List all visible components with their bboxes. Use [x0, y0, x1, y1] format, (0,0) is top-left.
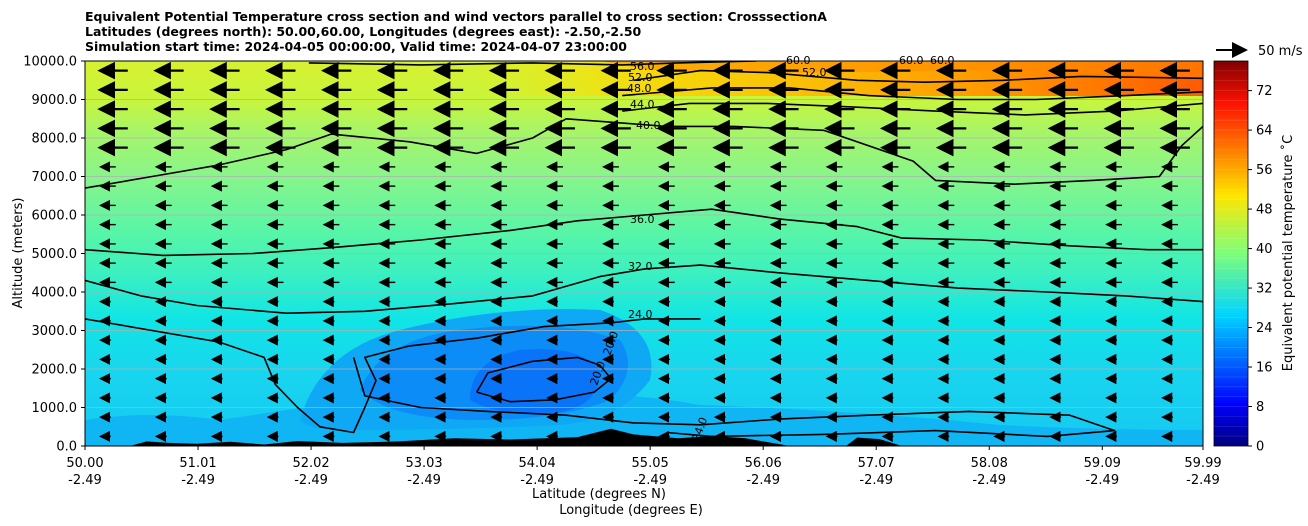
- contour-label: 32.0: [628, 260, 653, 273]
- wind-vectors: [97, 61, 1190, 442]
- contour-lines: [85, 61, 1203, 438]
- contour-label: 24.0: [628, 308, 653, 321]
- x-tick-label-latitude: 50.00: [66, 456, 103, 471]
- contour-line-24: [85, 318, 701, 434]
- x-tick-label-latitude: 57.07: [858, 456, 895, 471]
- y-tick-label: 0.0: [56, 440, 77, 455]
- x-tick-label-longitude: -2.49: [294, 473, 328, 488]
- x-tick-label-latitude: 58.08: [971, 456, 1008, 471]
- y-tick-label: 4000.0: [32, 286, 78, 301]
- x-tick-label-latitude: 59.09: [1084, 456, 1121, 471]
- x-tick-label-longitude: -2.49: [68, 473, 102, 488]
- title-line-2: Latitudes (degrees north): 50.00,60.00, …: [85, 24, 642, 39]
- x-tick-label-longitude: -2.49: [972, 473, 1006, 488]
- x-tick-label-latitude: 52.02: [292, 456, 329, 471]
- colorbar-tick-label: 72: [1256, 84, 1273, 99]
- contour-label: 48.0: [627, 82, 652, 95]
- y-tick-label: 9000.0: [32, 93, 78, 108]
- contour-line-32: [85, 264, 1203, 314]
- contour-label: 52.0: [628, 71, 653, 84]
- y-axis-label: Altitude (meters): [11, 198, 26, 309]
- contour-label: 40.0: [636, 119, 661, 132]
- colorbar-ticks: 0 8 16 24 32 40 48 56 64 72: [1248, 84, 1273, 455]
- y-tick-label: 10000.0: [23, 55, 77, 70]
- x-tick-label-latitude: 54.04: [519, 456, 556, 471]
- colorbar-gradient: [1214, 61, 1248, 446]
- y-tick-label: 8000.0: [32, 132, 78, 147]
- colorbar: 0 8 16 24 32 40 48 56 64 72 Equivalent potential …: [1213, 60, 1296, 455]
- x-axis: 50.00 -2.49 51.01 -2.49 52.02 -2.49 53.03 -2.49…: [66, 446, 1222, 488]
- colorbar-bands: [1214, 70, 1248, 437]
- contour-line-20: [476, 356, 612, 403]
- x-tick-label-longitude: -2.49: [181, 473, 215, 488]
- colorbar-tick-label: 8: [1256, 400, 1264, 415]
- plot-area: 56.0 52.0 48.0 44.0 40.0 36.0 32.0 24.0 …: [84, 54, 1204, 447]
- colorbar-frame: [1213, 60, 1249, 447]
- colorbar-tick-label: 0: [1256, 440, 1264, 455]
- x-tick-label-longitude: -2.49: [407, 473, 441, 488]
- contour-line-56: [308, 61, 757, 66]
- x-tick-label-longitude: -2.49: [859, 473, 893, 488]
- colorbar-tick-label: 56: [1256, 163, 1273, 178]
- colorbar-tick-label: 24: [1256, 321, 1273, 336]
- x-tick-label-longitude: -2.49: [1085, 473, 1119, 488]
- wind-reference-key: 50 m/s: [1216, 42, 1303, 59]
- contour-label: 56.0: [630, 60, 655, 73]
- wind-reference-label: 50 m/s: [1258, 44, 1303, 59]
- terrain: [129, 428, 936, 446]
- x-axis-label-latitude: Latitude (degrees N): [532, 487, 666, 502]
- x-tick-label-latitude: 55.05: [632, 456, 669, 471]
- title-line-3: Simulation start time: 2024-04-05 00:00:…: [85, 39, 627, 54]
- contour-label: 44.0: [630, 98, 655, 111]
- x-tick-label-longitude: -2.49: [746, 473, 780, 488]
- x-tick-label-longitude: -2.49: [633, 473, 667, 488]
- x-axis-label-longitude: Longitude (degrees E): [559, 503, 703, 518]
- contour-line-36: [85, 208, 1203, 257]
- x-tick-label-longitude: -2.49: [520, 473, 554, 488]
- colorbar-tick-label: 32: [1256, 282, 1273, 297]
- x-tick-label-latitude: 59.99: [1184, 456, 1221, 471]
- y-tick-label: 5000.0: [32, 247, 78, 262]
- x-tick-label-latitude: 51.01: [179, 456, 216, 471]
- contour-label: 52.0: [802, 66, 827, 79]
- colorbar-tick-label: 40: [1256, 242, 1273, 257]
- grid-lines: [85, 99, 1203, 408]
- x-tick-label-latitude: 56.06: [745, 456, 782, 471]
- y-tick-label: 2000.0: [32, 363, 78, 378]
- colorbar-label: Equivalent potential temperature ˚C: [1280, 135, 1296, 371]
- contour-label: 36.0: [630, 213, 655, 226]
- contour-line-24: [352, 357, 1116, 438]
- terrain-silhouette: [129, 428, 936, 446]
- colorbar-tick-label: 16: [1256, 361, 1273, 376]
- y-tick-label: 6000.0: [32, 209, 78, 224]
- colorbar-tick-label: 64: [1256, 124, 1273, 139]
- x-tick-label-longitude: -2.49: [1186, 473, 1220, 488]
- x-tick-label-latitude: 53.03: [405, 456, 442, 471]
- y-axis: 0.0 1000.0 2000.0 3000.0 4000.0 5000.0 6000.0 7…: [23, 55, 85, 455]
- y-tick-label: 7000.0: [32, 170, 78, 185]
- colorbar-tick-label: 48: [1256, 203, 1273, 218]
- title-line-1: Equivalent Potential Temperature cross s…: [85, 9, 827, 24]
- y-tick-label: 1000.0: [32, 401, 78, 416]
- y-tick-label: 3000.0: [32, 324, 78, 339]
